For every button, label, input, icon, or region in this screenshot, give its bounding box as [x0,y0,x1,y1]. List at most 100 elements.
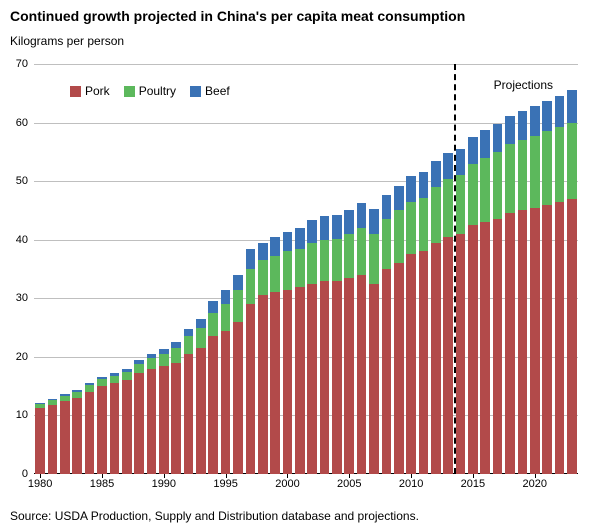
bar-seg-beef [110,373,120,375]
bar-seg-poultry [295,249,305,287]
legend-swatch [70,86,81,97]
legend-swatch [124,86,135,97]
bar-seg-pork [493,219,503,474]
bar-1990 [159,349,169,474]
bar-seg-poultry [134,364,144,373]
bar-2002 [307,220,317,474]
bar-seg-poultry [208,313,218,336]
bar-seg-poultry [332,239,342,281]
bar-seg-poultry [122,372,132,381]
bar-2012 [431,161,441,474]
bar-seg-beef [270,237,280,256]
bar-seg-pork [270,292,280,474]
bar-1989 [147,354,157,474]
bar-seg-beef [468,137,478,164]
bar-seg-beef [555,96,565,127]
bar-seg-poultry [147,358,157,369]
bar-1988 [134,360,144,474]
gridline [34,64,578,65]
bar-seg-pork [382,269,392,474]
bar-seg-pork [122,380,132,474]
legend-item-beef: Beef [190,84,230,98]
bar-seg-beef [122,369,132,372]
bar-seg-pork [518,210,528,474]
bar-seg-poultry [35,404,45,408]
bar-seg-pork [48,405,58,474]
bar-2005 [344,210,354,474]
ytick-label: 50 [2,175,28,187]
bar-seg-poultry [542,131,552,204]
bar-seg-poultry [530,136,540,207]
bar-seg-beef [171,342,181,348]
bar-seg-pork [542,205,552,474]
bar-seg-beef [184,329,194,336]
bar-seg-pork [555,202,565,474]
xtick-label: 2005 [337,478,361,490]
bar-seg-beef [542,101,552,131]
bar-1980 [35,403,45,474]
projections-label: Projections [494,78,553,92]
bar-2010 [406,176,416,474]
bar-2016 [480,130,490,474]
bar-seg-poultry [270,256,280,292]
bar-seg-poultry [406,202,416,255]
bar-seg-pork [221,331,231,475]
bar-1986 [110,373,120,474]
bar-seg-poultry [555,127,565,202]
bar-seg-beef [357,203,367,228]
bar-seg-poultry [196,328,206,349]
bar-1981 [48,399,58,474]
bar-seg-beef [97,377,107,379]
bar-1991 [171,342,181,474]
bar-seg-poultry [431,187,441,243]
bar-seg-poultry [394,210,404,263]
bar-1992 [184,329,194,474]
bar-2003 [320,216,330,474]
bar-1985 [97,377,107,474]
bar-seg-pork [320,281,330,474]
bar-seg-pork [468,225,478,474]
bar-seg-beef [406,176,416,201]
bar-2017 [493,124,503,474]
bar-seg-pork [406,254,416,474]
xtick-label: 1995 [213,478,237,490]
legend-label: Pork [85,84,110,98]
bar-seg-poultry [97,379,107,387]
ytick-label: 10 [2,409,28,421]
legend-item-poultry: Poultry [124,84,176,98]
bar-2018 [505,116,515,474]
ytick-label: 30 [2,292,28,304]
bar-seg-poultry [48,400,58,405]
bar-2015 [468,137,478,474]
bar-seg-poultry [369,234,379,284]
bar-2022 [555,96,565,474]
xtick-label: 2000 [275,478,299,490]
bar-2013 [443,153,453,474]
bar-seg-beef [518,111,528,140]
bar-1993 [196,319,206,474]
bar-seg-poultry [159,354,169,366]
bar-seg-poultry [456,175,466,234]
bar-seg-pork [456,234,466,474]
legend-label: Poultry [139,84,176,98]
bar-seg-pork [85,392,95,474]
bar-seg-pork [357,275,367,474]
bar-seg-beef [307,220,317,242]
bar-seg-pork [110,383,120,474]
plot-region: 010203040506070Projections19801985199019… [34,64,578,474]
ytick-label: 0 [2,468,28,480]
bar-2006 [357,203,367,474]
bar-seg-beef [332,215,342,238]
bar-seg-pork [567,199,577,474]
bar-seg-beef [567,90,577,122]
bar-seg-poultry [443,179,453,236]
bar-seg-pork [233,322,243,474]
bar-seg-poultry [221,304,231,330]
bar-seg-pork [246,304,256,474]
bar-seg-pork [307,284,317,474]
bar-seg-pork [159,366,169,474]
bar-seg-pork [480,222,490,474]
bar-2023 [567,90,577,474]
bar-seg-beef [60,394,70,395]
bar-seg-beef [283,232,293,251]
